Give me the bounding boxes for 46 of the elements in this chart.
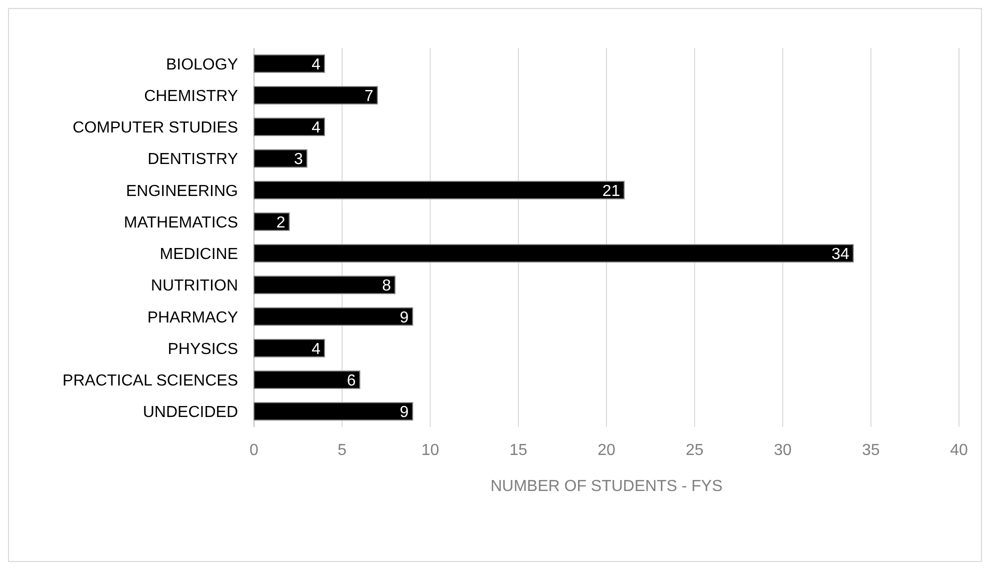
bar [254, 402, 414, 421]
y-tick-label: PHARMACY [147, 309, 238, 326]
y-tick-label: UNDECIDED [142, 404, 238, 422]
y-tick-label: BIOLOGY [166, 56, 238, 74]
x-tick-label: 40 [950, 442, 968, 459]
data-label: 9 [400, 404, 409, 422]
y-tick-label: MATHEMATICS [124, 214, 238, 232]
x-axis-title: NUMBER OF STUDENTS - FYS [490, 478, 723, 495]
bar [254, 307, 414, 326]
x-tick-label: 25 [686, 442, 704, 459]
y-tick-label: DENTISTRY [148, 151, 238, 168]
data-label: 7 [364, 88, 374, 106]
bar [254, 86, 378, 104]
bar [254, 212, 290, 231]
bar [254, 338, 325, 358]
x-tick-label: 35 [862, 442, 880, 459]
bar [254, 244, 854, 262]
bar [254, 54, 325, 73]
bar [254, 370, 360, 389]
data-label: 4 [312, 56, 321, 74]
y-tick-label: NUTRITION [150, 278, 238, 295]
x-tick-label: 0 [250, 442, 259, 459]
x-tick-label: 30 [774, 442, 792, 459]
data-label: 2 [276, 214, 286, 232]
y-tick-label: CHEMISTRY [144, 88, 238, 106]
bar [254, 276, 396, 294]
y-tick-label: ENGINEERING [126, 182, 238, 200]
x-tick-label: 15 [509, 442, 528, 459]
data-label: 6 [346, 372, 356, 390]
data-label: 9 [400, 309, 409, 326]
bar [254, 180, 625, 200]
data-label: 8 [382, 278, 392, 295]
x-tick-label: 20 [598, 442, 616, 459]
bar [254, 118, 325, 136]
y-tick-label: PHYSICS [168, 340, 238, 358]
x-tick-label: 10 [421, 442, 440, 459]
data-label: 4 [312, 340, 321, 358]
data-label: 21 [602, 182, 620, 200]
y-tick-label: MEDICINE [160, 246, 238, 264]
bar [254, 149, 308, 168]
y-tick-label: COMPUTER STUDIES [72, 120, 238, 137]
y-tick-label: PRACTICAL SCIENCES [62, 372, 238, 390]
data-label: 3 [294, 151, 303, 168]
x-tick-label: 5 [338, 442, 347, 459]
data-label: 4 [312, 120, 321, 137]
data-label: 34 [831, 246, 850, 264]
